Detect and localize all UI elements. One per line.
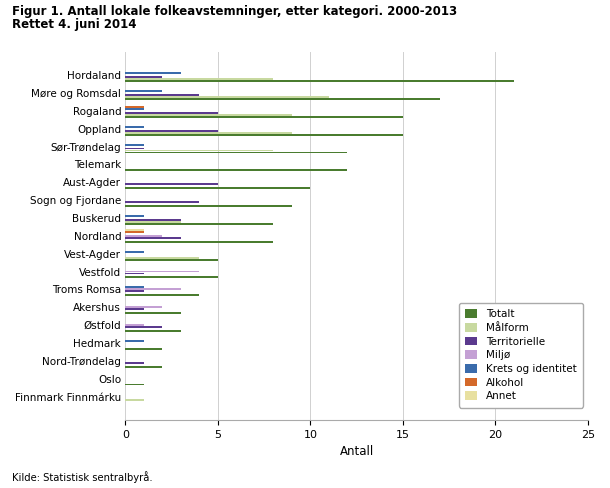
Bar bbox=[126, 130, 218, 132]
Text: Rettet 4. juni 2014: Rettet 4. juni 2014 bbox=[12, 18, 137, 31]
Bar bbox=[126, 223, 273, 225]
Bar bbox=[126, 251, 144, 253]
Bar bbox=[126, 362, 144, 364]
Bar bbox=[126, 348, 162, 350]
Bar bbox=[126, 187, 310, 189]
Bar bbox=[126, 294, 199, 296]
Bar bbox=[126, 116, 403, 118]
Legend: Totalt, Målform, Territorielle, Miljø, Krets og identitet, Alkohol, Annet: Totalt, Målform, Territorielle, Miljø, K… bbox=[459, 303, 583, 407]
Bar bbox=[126, 114, 292, 116]
Bar bbox=[126, 94, 199, 96]
Bar bbox=[126, 80, 514, 82]
Bar bbox=[126, 205, 292, 207]
Bar bbox=[126, 98, 440, 100]
Bar bbox=[126, 221, 181, 223]
Bar bbox=[126, 147, 144, 149]
Bar bbox=[126, 277, 218, 278]
Bar bbox=[126, 90, 162, 92]
Bar bbox=[126, 72, 181, 74]
Bar bbox=[126, 235, 162, 237]
Bar bbox=[126, 290, 144, 292]
Bar bbox=[126, 273, 144, 274]
Bar bbox=[126, 201, 199, 203]
Text: Kilde: Statistisk sentralbyrå.: Kilde: Statistisk sentralbyrå. bbox=[12, 471, 153, 483]
Bar bbox=[126, 257, 199, 259]
Bar bbox=[126, 366, 162, 367]
Text: Figur 1. Antall lokale folkeavstemninger, etter kategori. 2000-2013: Figur 1. Antall lokale folkeavstemninger… bbox=[12, 5, 458, 18]
Bar bbox=[126, 271, 199, 272]
Bar bbox=[126, 169, 348, 171]
Bar bbox=[126, 150, 273, 151]
Bar bbox=[126, 96, 329, 98]
Bar bbox=[126, 231, 144, 233]
Bar bbox=[126, 241, 273, 243]
Bar bbox=[126, 134, 403, 136]
Bar bbox=[126, 326, 162, 328]
Bar bbox=[126, 106, 144, 108]
X-axis label: Antall: Antall bbox=[340, 446, 374, 458]
Bar bbox=[126, 152, 348, 153]
Bar bbox=[126, 312, 181, 314]
Bar bbox=[126, 112, 218, 114]
Bar bbox=[126, 259, 218, 261]
Bar bbox=[126, 324, 144, 326]
Bar bbox=[126, 400, 144, 401]
Bar bbox=[126, 108, 144, 110]
Bar bbox=[126, 308, 144, 310]
Bar bbox=[126, 288, 181, 290]
Bar bbox=[126, 183, 218, 185]
Bar bbox=[126, 143, 144, 145]
Bar bbox=[126, 215, 144, 217]
Bar bbox=[126, 229, 144, 231]
Bar bbox=[126, 219, 181, 221]
Bar bbox=[126, 306, 162, 308]
Bar bbox=[126, 286, 144, 288]
Bar bbox=[126, 132, 292, 134]
Bar bbox=[126, 237, 181, 239]
Bar bbox=[126, 384, 144, 386]
Bar bbox=[126, 330, 181, 332]
Bar bbox=[126, 126, 144, 128]
Bar bbox=[126, 78, 273, 80]
Bar bbox=[126, 340, 144, 342]
Bar bbox=[126, 76, 162, 78]
